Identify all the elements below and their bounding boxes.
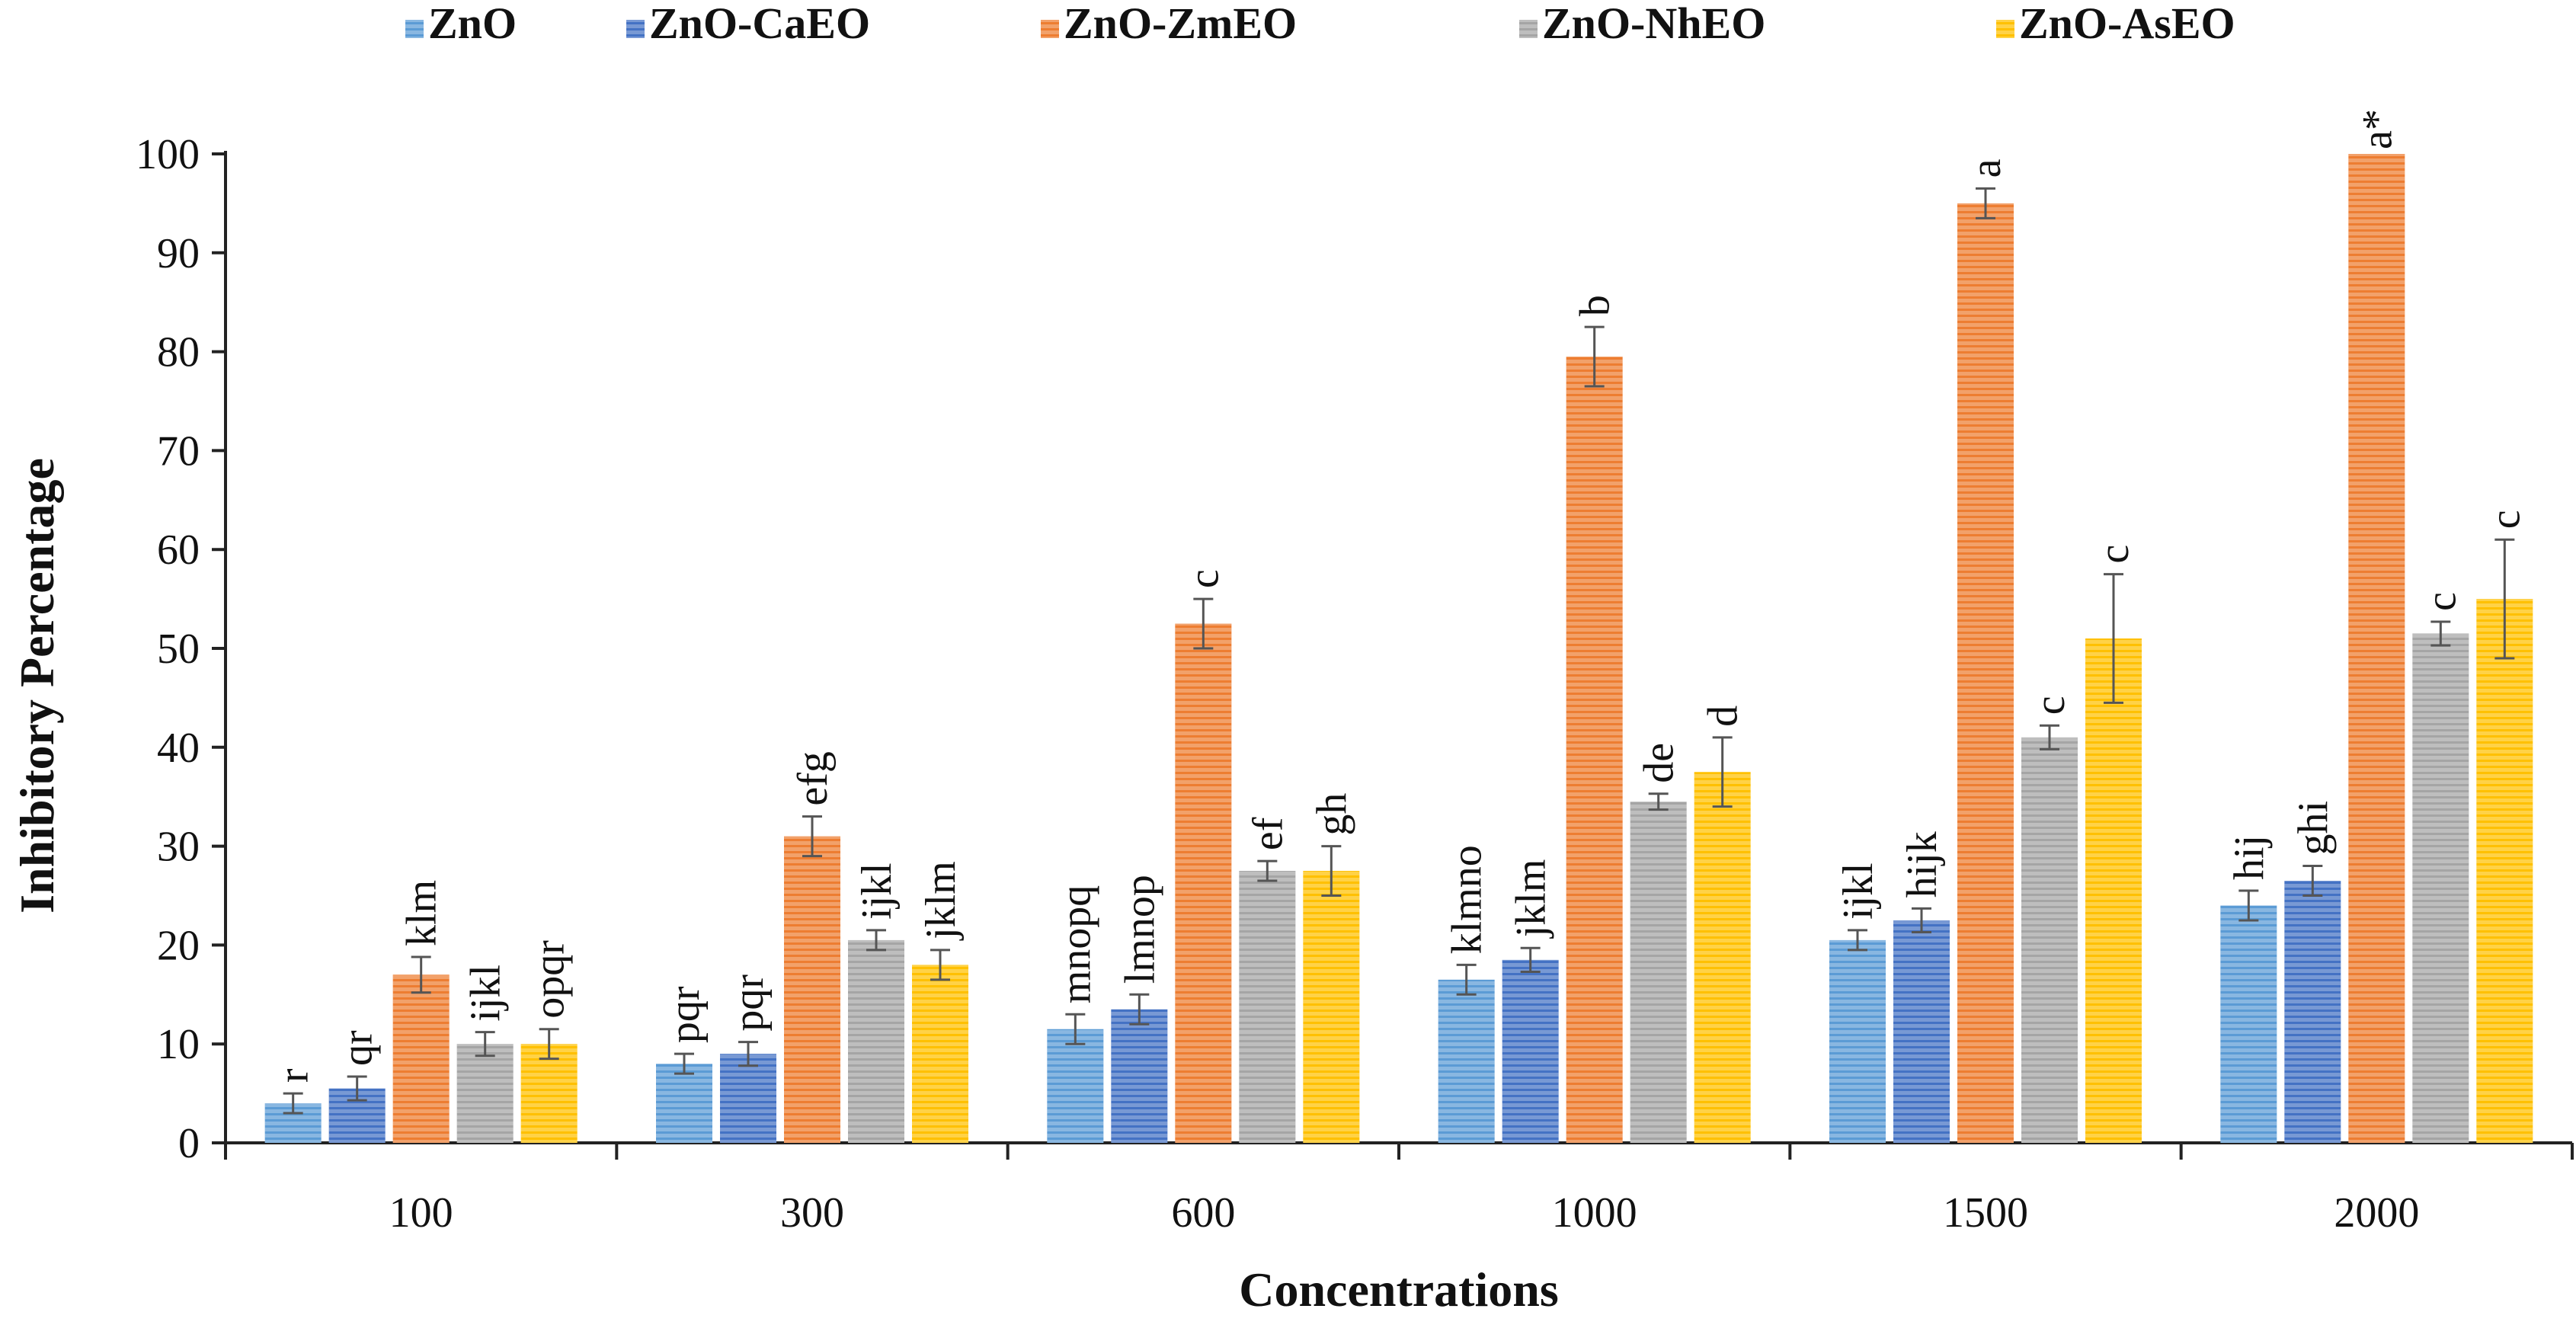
y-tick-label: 20 — [157, 922, 200, 969]
significance-label: lmnop — [1116, 875, 1163, 984]
y-tick-label: 60 — [157, 526, 200, 574]
significance-label: d — [1700, 706, 1747, 727]
bar-stripes — [2284, 881, 2341, 1143]
significance-label: c — [2091, 545, 2138, 564]
significance-label: ijkl — [1835, 862, 1882, 920]
bar-stripes — [2220, 905, 2277, 1143]
legend-swatch-stripes — [1041, 20, 1059, 38]
significance-label: c — [2027, 696, 2074, 715]
y-tick-label: 30 — [157, 824, 200, 871]
bar-stripes — [1303, 871, 1360, 1143]
y-tick-label: 10 — [157, 1021, 200, 1068]
significance-label: jklm — [917, 861, 965, 941]
y-tick-label: 80 — [157, 329, 200, 376]
significance-label: ijkl — [853, 862, 901, 920]
legend-swatch-stripes — [626, 20, 645, 38]
bar-stripes — [720, 1054, 776, 1143]
significance-label: ghi — [2290, 801, 2337, 856]
significance-label: gh — [1308, 793, 1355, 836]
significance-label: c — [2482, 510, 2529, 529]
significance-label: c — [1180, 569, 1227, 588]
legend-swatch-stripes — [405, 20, 424, 38]
bar-stripes — [912, 965, 968, 1143]
legend: ZnO ZnO-CaEO ZnO-ZmEO ZnO-NhEO ZnO-AsEO — [405, 0, 2235, 48]
significance-label: mnopq — [1052, 885, 1099, 1004]
y-tick-label: 0 — [178, 1120, 200, 1167]
significance-label: klmno — [1444, 845, 1491, 954]
bar-stripes — [1047, 1029, 1104, 1143]
significance-label: jklm — [1508, 859, 1555, 939]
bar-stripes — [392, 974, 450, 1143]
bar-stripes — [456, 1044, 514, 1143]
y-tick-label: 100 — [136, 131, 200, 178]
x-tick-label: 600 — [1171, 1189, 1235, 1237]
bars: r pqr mnopq klmno ijkl hij qr pqr lmnop jklm hijk g… — [264, 109, 2533, 1144]
y-axis: 0 10 20 30 40 50 60 70 80 90 100 — [136, 131, 227, 1167]
bar-stripes — [1694, 772, 1751, 1143]
significance-label: de — [1636, 743, 1683, 783]
y-tick-label: 40 — [157, 725, 200, 772]
significance-label: pqr — [661, 986, 709, 1043]
bar-stripes — [784, 836, 840, 1143]
bar-stripes — [1566, 357, 1623, 1144]
significance-label: hijk — [1899, 831, 1946, 898]
significance-label: hij — [2226, 835, 2273, 880]
legend-label: ZnO — [428, 0, 517, 48]
significance-label: a* — [2354, 109, 2401, 149]
significance-label: c — [2418, 592, 2465, 611]
significance-label: pqr — [725, 974, 773, 1032]
bar-stripes — [1829, 939, 1886, 1143]
legend-label: ZnO-NhEO — [1542, 0, 1765, 48]
x-tick-label: 300 — [780, 1189, 844, 1237]
bar-stripes — [1957, 203, 2014, 1143]
significance-label: qr — [334, 1030, 382, 1066]
bar-stripes — [1630, 802, 1687, 1143]
bar-stripes — [2021, 737, 2078, 1143]
bar-stripes — [1175, 623, 1232, 1143]
significance-label: a — [1963, 158, 2010, 178]
bar-stripes — [848, 939, 904, 1143]
y-tick-label: 70 — [157, 427, 200, 475]
legend-swatch-stripes — [1996, 20, 2014, 38]
x-tick-label: 1500 — [1943, 1189, 2028, 1237]
bar-stripes — [2348, 154, 2405, 1143]
legend-swatch-stripes — [1519, 20, 1538, 38]
significance-label: klm — [398, 880, 446, 946]
x-axis-title: Concentrations — [1239, 1262, 1559, 1317]
bar-stripes — [1502, 959, 1559, 1143]
bar-stripes — [656, 1064, 712, 1143]
legend-label: ZnO-AsEO — [2019, 0, 2235, 48]
y-tick-label: 50 — [157, 626, 200, 673]
bar-stripes — [2085, 638, 2142, 1143]
significance-label: ijkl — [462, 965, 510, 1022]
bar-stripes — [2476, 599, 2533, 1143]
y-axis-title: Inhibitory Percentage — [10, 458, 64, 914]
significance-label: b — [1572, 295, 1619, 316]
significance-label: opqr — [526, 940, 574, 1019]
x-axis: 100 300 600 1000 1500 2000 — [224, 1141, 2574, 1237]
significance-label: r — [270, 1068, 318, 1083]
bar-stripes — [1111, 1009, 1168, 1143]
legend-label: ZnO-ZmEO — [1064, 0, 1297, 48]
bar-stripes — [1239, 871, 1296, 1143]
bar-stripes — [1438, 979, 1495, 1143]
x-tick-label: 100 — [389, 1189, 453, 1237]
x-tick-label: 1000 — [1552, 1189, 1637, 1237]
bar-stripes — [520, 1044, 578, 1143]
bar-stripes — [1893, 920, 1950, 1143]
legend-label: ZnO-CaEO — [649, 0, 870, 48]
bar-stripes — [2412, 633, 2469, 1143]
significance-label: efg — [789, 751, 837, 806]
y-tick-label: 90 — [157, 230, 200, 277]
x-tick-label: 2000 — [2334, 1189, 2419, 1237]
significance-label: ef — [1244, 817, 1291, 850]
